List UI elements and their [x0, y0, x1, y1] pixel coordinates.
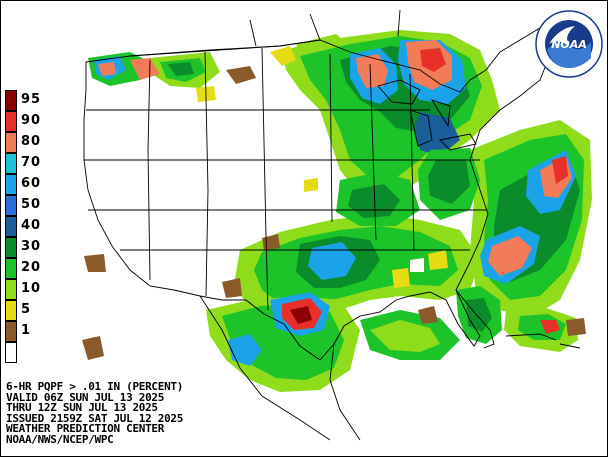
- precip-area-florida: [456, 286, 578, 352]
- valid-time: VALID 06Z SUN JUL 13 2025: [6, 390, 165, 404]
- noaa-logo: NOAA: [535, 10, 603, 78]
- legend-swatch: [5, 342, 17, 363]
- legend-item: 60: [4, 174, 64, 195]
- legend-item: 1: [4, 321, 64, 342]
- legend-label: 80: [21, 134, 42, 149]
- agency-name: WEATHER PREDICTION CENTER: [6, 422, 165, 436]
- precip-area-great-lakes: [270, 30, 500, 200]
- legend-label: 30: [21, 239, 42, 254]
- precip-area-low-probability: [82, 86, 586, 360]
- agency-path: NOAA/NWS/NCEP/WPC: [6, 432, 114, 446]
- legend-label: 5: [21, 302, 32, 317]
- legend-swatch: [5, 90, 17, 111]
- legend-swatch: [5, 153, 17, 174]
- political-boundaries: [83, 9, 581, 441]
- thru-time: THRU 12Z SUN JUL 13 2025: [6, 401, 158, 415]
- legend-item: 95: [4, 90, 64, 111]
- legend-label: 95: [21, 92, 42, 107]
- legend-label: 10: [21, 281, 42, 296]
- legend-item: 30: [4, 237, 64, 258]
- legend-swatch: [5, 111, 17, 132]
- legend-label: 90: [21, 113, 42, 128]
- precip-area-southwest: [206, 292, 460, 392]
- legend-label: 40: [21, 218, 42, 233]
- product-title: 6-HR PQPF > .01 IN (PERCENT): [6, 380, 184, 393]
- precip-area-northwest: [88, 52, 256, 88]
- legend-item: 40: [4, 216, 64, 237]
- precip-area-atlantic: [418, 120, 592, 318]
- legend-swatch: [5, 195, 17, 216]
- legend-label: 20: [21, 260, 42, 275]
- legend-swatch: [5, 321, 17, 342]
- map-caption: 6-HR PQPF > .01 IN (PERCENT) VALID 06Z S…: [6, 380, 306, 446]
- legend-swatch: [5, 132, 17, 153]
- legend-label: 60: [21, 176, 42, 191]
- legend-swatch: [5, 237, 17, 258]
- legend-item: 20: [4, 258, 64, 279]
- legend-item: 70: [4, 153, 64, 174]
- legend-swatch: [5, 216, 17, 237]
- legend-item: 10: [4, 279, 64, 300]
- logo-text: NOAA: [551, 38, 587, 51]
- legend-label: 1: [21, 323, 32, 338]
- legend-item: 50: [4, 195, 64, 216]
- legend-swatch: [5, 174, 17, 195]
- probability-legend: 95 90 80 70 60 50 40 30: [4, 90, 64, 363]
- legend-label: 70: [21, 155, 42, 170]
- legend-swatch: [5, 300, 17, 321]
- legend-item: 80: [4, 132, 64, 153]
- legend-item: 90: [4, 111, 64, 132]
- legend-label: 50: [21, 197, 42, 212]
- legend-swatch: [5, 258, 17, 279]
- legend-swatch: [5, 279, 17, 300]
- issued-time: ISSUED 2159Z SAT JUL 12 2025: [6, 411, 184, 425]
- legend-item: 5: [4, 300, 64, 321]
- legend-item: [4, 342, 64, 363]
